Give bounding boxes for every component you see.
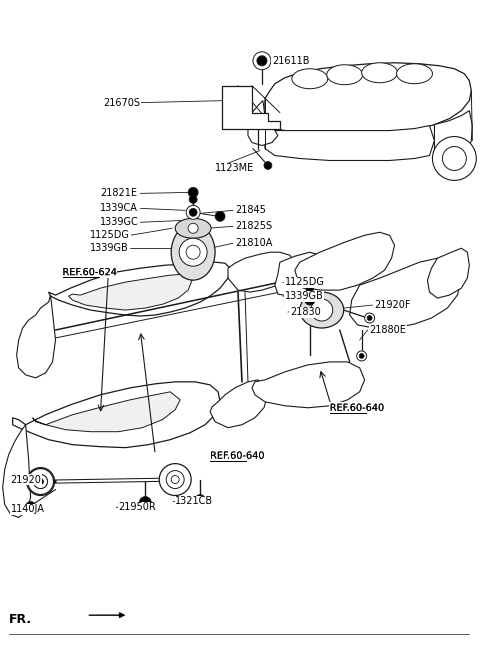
Circle shape (257, 56, 267, 66)
Circle shape (189, 195, 197, 203)
Text: 1339GC: 1339GC (100, 217, 139, 227)
Circle shape (215, 212, 225, 221)
Polygon shape (434, 111, 472, 166)
Text: 1339GB: 1339GB (90, 243, 129, 253)
Circle shape (25, 502, 36, 512)
Text: 1125DG: 1125DG (90, 231, 130, 240)
Text: 1339CA: 1339CA (100, 203, 138, 214)
Text: 1125DG: 1125DG (285, 277, 325, 287)
Polygon shape (428, 248, 469, 298)
Polygon shape (350, 258, 461, 328)
Text: REF.60-624: REF.60-624 (62, 267, 117, 277)
Polygon shape (252, 362, 365, 408)
Polygon shape (12, 382, 220, 447)
Polygon shape (69, 274, 192, 310)
Polygon shape (248, 101, 278, 145)
Text: 21810A: 21810A (235, 238, 272, 248)
Circle shape (26, 468, 55, 496)
Polygon shape (295, 233, 395, 290)
Circle shape (357, 351, 367, 361)
Polygon shape (275, 252, 325, 296)
Circle shape (28, 468, 54, 495)
Circle shape (34, 475, 48, 489)
Circle shape (186, 206, 200, 219)
Circle shape (188, 187, 198, 197)
Polygon shape (48, 262, 230, 316)
Circle shape (171, 476, 179, 483)
Circle shape (159, 464, 191, 496)
Ellipse shape (327, 65, 363, 84)
Circle shape (305, 295, 315, 305)
Ellipse shape (175, 218, 211, 238)
Text: REF.60-640: REF.60-640 (330, 403, 384, 413)
Circle shape (188, 223, 198, 233)
Ellipse shape (396, 64, 432, 84)
Circle shape (34, 475, 48, 489)
Text: 21920: 21920 (11, 475, 42, 485)
Circle shape (189, 208, 197, 216)
Text: 21670S: 21670S (103, 98, 140, 107)
Polygon shape (228, 252, 295, 292)
Polygon shape (222, 86, 280, 128)
Text: 21950R: 21950R (119, 502, 156, 512)
Ellipse shape (171, 224, 215, 280)
Circle shape (166, 470, 184, 489)
Circle shape (37, 479, 44, 485)
Ellipse shape (292, 69, 328, 88)
Polygon shape (17, 295, 56, 378)
Circle shape (359, 354, 364, 358)
Text: 1321CB: 1321CB (175, 496, 213, 506)
Circle shape (367, 316, 372, 320)
Text: 21845: 21845 (235, 205, 266, 215)
Text: 21821E: 21821E (100, 189, 137, 198)
Polygon shape (210, 380, 268, 428)
Circle shape (443, 147, 467, 170)
Text: 21880E: 21880E (370, 325, 407, 335)
Text: 1339GB: 1339GB (285, 291, 324, 301)
Circle shape (195, 495, 205, 504)
Text: REF.60-640: REF.60-640 (210, 451, 264, 460)
Polygon shape (3, 424, 31, 517)
Circle shape (253, 52, 271, 69)
Circle shape (365, 313, 374, 323)
Text: 1123ME: 1123ME (215, 164, 254, 174)
Circle shape (264, 162, 272, 170)
Polygon shape (33, 392, 180, 432)
Ellipse shape (300, 292, 344, 328)
Polygon shape (265, 126, 434, 160)
Circle shape (139, 496, 151, 508)
Text: 1140JA: 1140JA (11, 504, 45, 514)
Text: 21920F: 21920F (374, 300, 411, 310)
Text: 21830: 21830 (290, 307, 321, 317)
Polygon shape (265, 63, 471, 136)
Circle shape (186, 245, 200, 259)
Circle shape (306, 284, 314, 292)
Text: 21825S: 21825S (235, 221, 272, 231)
Text: 21611B: 21611B (272, 56, 310, 66)
Text: FR.: FR. (9, 612, 32, 626)
Ellipse shape (361, 63, 397, 83)
Circle shape (311, 299, 333, 321)
Circle shape (432, 136, 476, 180)
Circle shape (179, 238, 207, 266)
